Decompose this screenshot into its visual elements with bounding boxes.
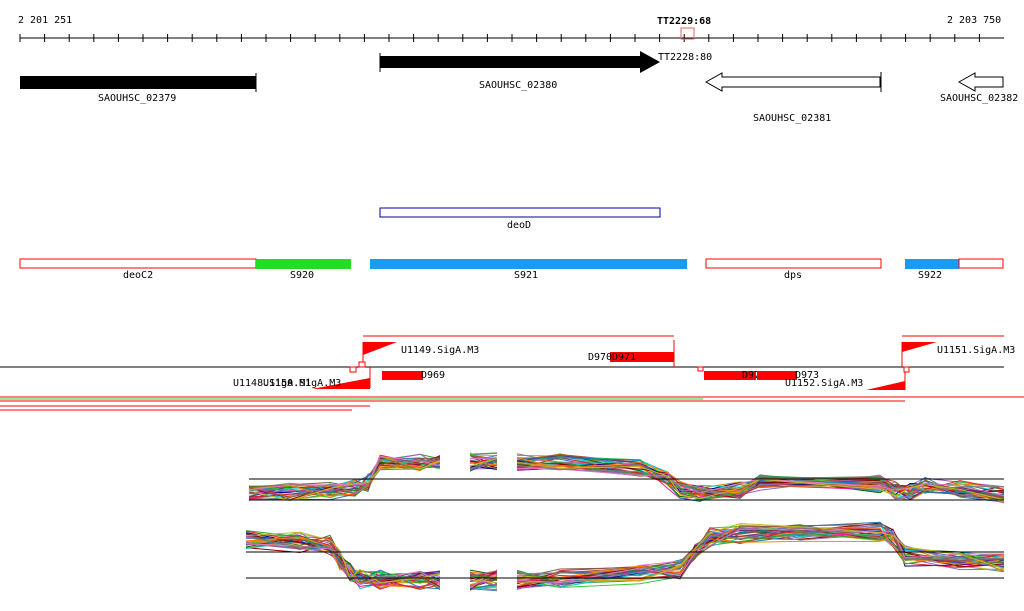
- feature-u1149[interactable]: U1149.SigA.M3: [358, 335, 674, 368]
- upper-profile-trace: [248, 457, 1005, 501]
- upper-profile-trace: [248, 457, 1005, 502]
- segment-dps[interactable]: dps: [705, 258, 882, 281]
- feature-label: D969: [421, 370, 445, 381]
- feature-label: U1151.SigA.M3: [937, 345, 1015, 356]
- feature-label: U1152.SigA.M3: [785, 378, 863, 389]
- feature-label: U1148.SigA.M1: [233, 378, 311, 389]
- feature-u1150[interactable]: U1150.SigA.M3: [263, 378, 341, 389]
- gene-saouhsc-02382[interactable]: SAOUHSC_02382: [940, 72, 1018, 104]
- ruler-marker-sub-label: TT2228:80: [658, 52, 712, 63]
- segment-label: deoC2: [123, 270, 153, 281]
- segment-deoc2[interactable]: deoC2: [19, 258, 257, 281]
- expression-profiles: [245, 452, 1005, 592]
- feature-label: D970: [588, 352, 612, 363]
- feature-u1152[interactable]: U1152.SigA.M3: [785, 370, 906, 390]
- segment-s922[interactable]: S922: [905, 258, 1004, 281]
- feature-track: U1149.SigA.M3 U1148.SigA.M1 U1150.SigA.M…: [0, 335, 1015, 390]
- feature-u1151[interactable]: U1151.SigA.M3: [901, 335, 1015, 373]
- feature-label: U1149.SigA.M3: [401, 345, 479, 356]
- annotation-label: deoD: [507, 220, 531, 231]
- feature-d972[interactable]: D972: [697, 366, 766, 381]
- gene-saouhsc-02381[interactable]: SAOUHSC_02381: [704, 72, 882, 124]
- segment-label: dps: [784, 270, 802, 281]
- ruler-start-label: 2 201 251: [18, 15, 72, 26]
- gene-track: SAOUHSC_02379 SAOUHSC_02380 SAOUHSC_0238…: [20, 51, 1018, 124]
- gene-label: SAOUHSC_02379: [98, 93, 176, 104]
- gene-saouhsc-02379[interactable]: SAOUHSC_02379: [20, 73, 257, 104]
- gene-label: SAOUHSC_02382: [940, 93, 1018, 104]
- coordinate-ruler: 2 201 251 2 203 750 TT2229:68 TT2228:80: [18, 15, 1004, 63]
- gene-label: SAOUHSC_02380: [479, 80, 557, 91]
- ruler-ticks: [19, 34, 980, 42]
- upper-profile-trace: [248, 455, 1005, 497]
- coverage-lines: [0, 396, 1024, 411]
- gene-saouhsc-02380[interactable]: SAOUHSC_02380: [379, 51, 660, 91]
- lower-profile-trace: [245, 528, 1004, 588]
- gene-label: SAOUHSC_02381: [753, 113, 831, 124]
- segment-label: S922: [918, 270, 942, 281]
- segment-label: S921: [514, 270, 538, 281]
- ruler-marker-label: TT2229:68: [657, 16, 711, 27]
- feature-label: D972: [742, 370, 766, 381]
- feature-d970[interactable]: D970: [588, 340, 675, 367]
- feature-d969[interactable]: D969: [382, 370, 445, 381]
- feature-label: D973: [795, 370, 819, 381]
- feature-d973[interactable]: D973: [757, 370, 819, 381]
- feature-label: U1150.SigA.M3: [263, 378, 341, 389]
- segment-s921[interactable]: S921: [370, 259, 687, 281]
- annotation-deod[interactable]: deoD: [379, 207, 661, 231]
- feature-u1148[interactable]: U1148.SigA.M1: [233, 366, 371, 389]
- ruler-marker-box[interactable]: [680, 27, 695, 40]
- upper-profile-trace: [248, 456, 1005, 497]
- upper-profile-trace: [248, 457, 1005, 503]
- segment-label: S920: [290, 270, 314, 281]
- segment-s920[interactable]: S920: [256, 259, 351, 281]
- profile-baselines: [246, 478, 1004, 579]
- ruler-end-label: 2 203 750: [947, 15, 1001, 26]
- lower-profile-trace: [245, 523, 1005, 584]
- feature-label: D971: [612, 352, 636, 363]
- feature-d971[interactable]: D971: [612, 352, 636, 363]
- segment-track: deoC2 S920 S921 dps S922: [19, 258, 1004, 281]
